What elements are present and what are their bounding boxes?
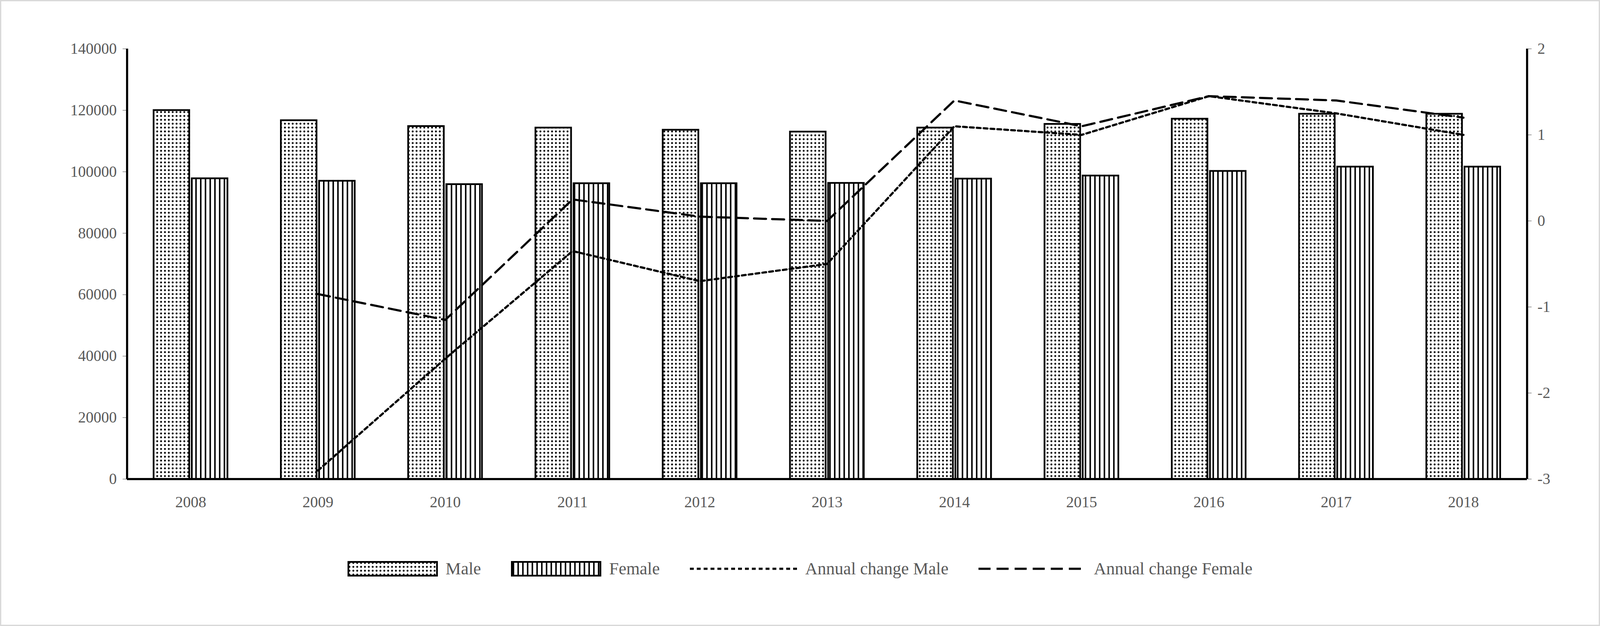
- svg-text:0: 0: [1537, 212, 1546, 230]
- svg-text:2009: 2009: [302, 493, 334, 511]
- svg-text:2016: 2016: [1193, 493, 1225, 511]
- svg-text:2: 2: [1537, 40, 1546, 58]
- html-text:Male: Male: [445, 558, 481, 579]
- svg-text:2014: 2014: [938, 493, 970, 511]
- svg-text:2008: 2008: [175, 493, 207, 511]
- svg-text:60000: 60000: [78, 285, 117, 303]
- html-text:Annual change Male: Annual change Male: [805, 558, 949, 579]
- svg-text:0: 0: [109, 470, 117, 488]
- svg-text:-2: -2: [1537, 384, 1551, 402]
- svg-text:2010: 2010: [429, 493, 461, 511]
- svg-text:140000: 140000: [70, 40, 117, 58]
- html-text:Annual change Female: Annual change Female: [1093, 558, 1253, 579]
- svg-text:100000: 100000: [70, 163, 117, 181]
- svg-text:20000: 20000: [78, 408, 117, 426]
- svg-text:1: 1: [1537, 126, 1546, 144]
- svg-text:2018: 2018: [1448, 493, 1480, 511]
- html-text:Female: Female: [609, 558, 660, 579]
- svg-text:40000: 40000: [78, 347, 117, 365]
- svg-text:2015: 2015: [1066, 493, 1098, 511]
- svg-text:2017: 2017: [1320, 493, 1352, 511]
- svg-text:120000: 120000: [70, 101, 117, 119]
- svg-text:-1: -1: [1537, 298, 1551, 316]
- svg-text:-3: -3: [1537, 470, 1551, 488]
- svg-text:2011: 2011: [557, 493, 588, 511]
- svg-text:2013: 2013: [811, 493, 843, 511]
- svg-text:2012: 2012: [684, 493, 716, 511]
- svg-text:80000: 80000: [78, 224, 117, 242]
